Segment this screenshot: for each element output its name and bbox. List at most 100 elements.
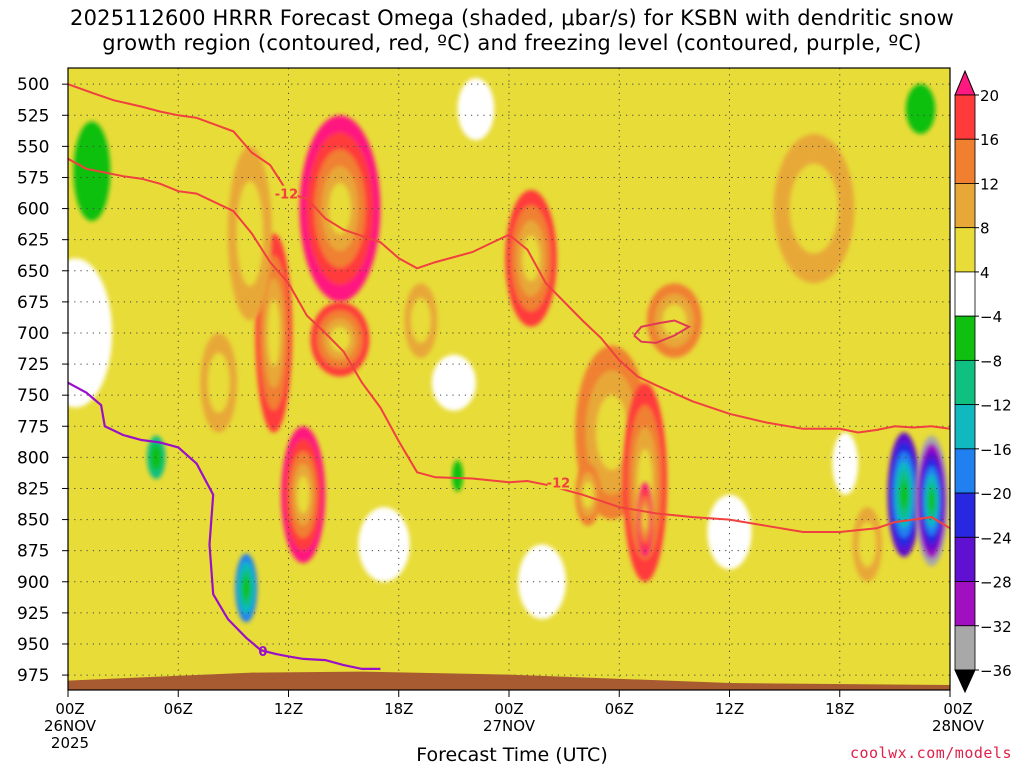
omega-feature-6 (404, 283, 438, 358)
colorbar-label-13: −36 (980, 662, 1012, 680)
omega-ring-22-0 (68, 258, 113, 408)
omega-ring-17-0 (452, 460, 464, 492)
x-tick-label-7: 18Z (825, 700, 854, 718)
x-tick-sublabel-0-1: 2025 (51, 734, 89, 752)
omega-ring-26-0 (707, 494, 752, 570)
x-tick-label-3: 18Z (384, 700, 413, 718)
x-tick-label-1: 06Z (164, 700, 193, 718)
freezing-level-label: 0 (258, 645, 267, 660)
y-tick-label-4: 600 (17, 200, 49, 220)
y-tick-label-12: 800 (17, 448, 49, 468)
omega-feature-23 (358, 507, 410, 582)
omega-feature-3 (281, 426, 326, 564)
colorbar-bin-2 (954, 183, 976, 229)
colorbar-min-arrow (954, 669, 976, 694)
colorbar-label-4: 4 (980, 264, 990, 282)
chart-title-line-2: growth region (contoured, red, ºC) and f… (102, 31, 922, 55)
omega-feature-4 (227, 146, 272, 321)
colorbar-label-10: −24 (980, 529, 1012, 547)
omega-ring-11-2 (582, 481, 594, 509)
omega-feature-11 (575, 463, 601, 526)
y-axis: 500 525 550 575 600 625 650 675 700 725 750 775 800 8… (17, 75, 68, 686)
omega-ring-0-4 (328, 183, 351, 235)
omega-ring-15-3 (242, 576, 250, 600)
y-tick-label-13: 825 (17, 479, 49, 499)
omega-shading (68, 77, 949, 623)
omega-feature-0 (299, 115, 381, 302)
terrain-surface (68, 671, 950, 690)
y-tick-label-15: 875 (17, 542, 49, 562)
x-tick-label-6: 12Z (715, 700, 744, 718)
omega-ring-18-0 (73, 121, 111, 222)
x-axis-title: Forecast Time (UTC) (416, 744, 608, 766)
x-tick-label-8: 00Z (943, 700, 972, 718)
omega-ring-3-4 (297, 476, 310, 514)
colorbar-label-3: 8 (980, 220, 990, 238)
colorbar-bin-1 (954, 138, 976, 184)
colorbar-bin-10 (954, 536, 976, 582)
omega-feature-20 (915, 435, 949, 567)
colorbar-bin-9 (954, 492, 976, 538)
colorbar-label-7: −12 (980, 397, 1012, 415)
dgz-label-bg-0 (275, 185, 298, 201)
colorbar-max-arrow (954, 69, 976, 96)
omega-ring-5-1 (207, 352, 230, 413)
x-tick-label-2: 12Z (274, 700, 303, 718)
colorbar-bin-3 (954, 227, 976, 273)
omega-ring-28-0 (832, 432, 859, 495)
colorbar-bin-6 (954, 359, 976, 406)
colorbar-bin-12 (954, 625, 976, 671)
colorbar-label-1: 16 (980, 131, 999, 149)
omega-ring-4-1 (236, 181, 264, 286)
omega-feature-22 (68, 258, 113, 408)
y-tick-label-18: 950 (17, 635, 49, 655)
dgz-closed-contour (633, 319, 692, 344)
x-tick-label-4: 00Z (494, 700, 523, 718)
source-credit: coolwx.com/models (849, 744, 1012, 762)
omega-feature-15 (235, 553, 258, 623)
x-tick-sublabel-4-0: 27NOV (483, 717, 536, 735)
y-tick-label-0: 500 (17, 75, 49, 95)
contours: -12 -12 0 (68, 83, 950, 670)
dgz-label-0: -12 (275, 188, 299, 203)
omega-feature-28 (832, 432, 859, 495)
colorbar-label-6: −8 (980, 352, 1002, 370)
colorbar: 20 16 12 8 4 −4 −8 −12 −16 −20 −24 −28 −32 −36 (954, 69, 1012, 694)
y-tick-label-10: 750 (17, 386, 49, 406)
terrain-layer (68, 671, 950, 690)
y-tick-label-5: 625 (17, 231, 49, 251)
dgz-label-bg-1 (547, 474, 570, 490)
colorbar-bin-0 (954, 94, 976, 140)
omega-feature-21 (905, 84, 936, 134)
colorbar-label-12: −32 (980, 618, 1012, 636)
colorbar-label-2: 12 (980, 175, 999, 193)
omega-feature-1 (310, 301, 370, 377)
colorbar-label-9: −20 (980, 485, 1012, 503)
dgz-upper-contour (68, 83, 950, 434)
omega-feature-18 (73, 121, 111, 222)
omega-feature-13 (773, 133, 855, 284)
y-tick-label-11: 775 (17, 417, 49, 437)
y-tick-label-19: 975 (17, 666, 49, 686)
omega-feature-17 (452, 460, 464, 492)
x-tick-sublabel-8-0: 28NOV (932, 717, 985, 735)
x-tick-label-5: 06Z (605, 700, 634, 718)
omega-feature-27 (457, 77, 495, 141)
omega-ring-14-1 (858, 522, 877, 567)
omega-feature-25 (518, 544, 566, 620)
omega-ring-21-0 (905, 84, 936, 134)
omega-feature-24 (431, 354, 476, 411)
colorbar-bin-4 (954, 271, 976, 317)
omega-ring-20-7 (928, 489, 935, 513)
x-tick-label-0: 00Z (55, 700, 84, 718)
chart-title-line-1: 2025112600 HRRR Forecast Omega (shaded, … (70, 6, 954, 30)
omega-ring-8-2 (596, 395, 628, 470)
y-tick-label-6: 650 (17, 262, 49, 282)
y-tick-label-8: 700 (17, 324, 49, 344)
omega-ring-16-1 (150, 444, 162, 471)
plot-area: -12 -12 0 (68, 68, 950, 690)
colorbar-label-11: −28 (980, 574, 1012, 592)
colorbar-label-8: −16 (980, 441, 1012, 459)
colorbar-bin-8 (954, 448, 976, 494)
dgz-lower-contour (68, 157, 950, 533)
